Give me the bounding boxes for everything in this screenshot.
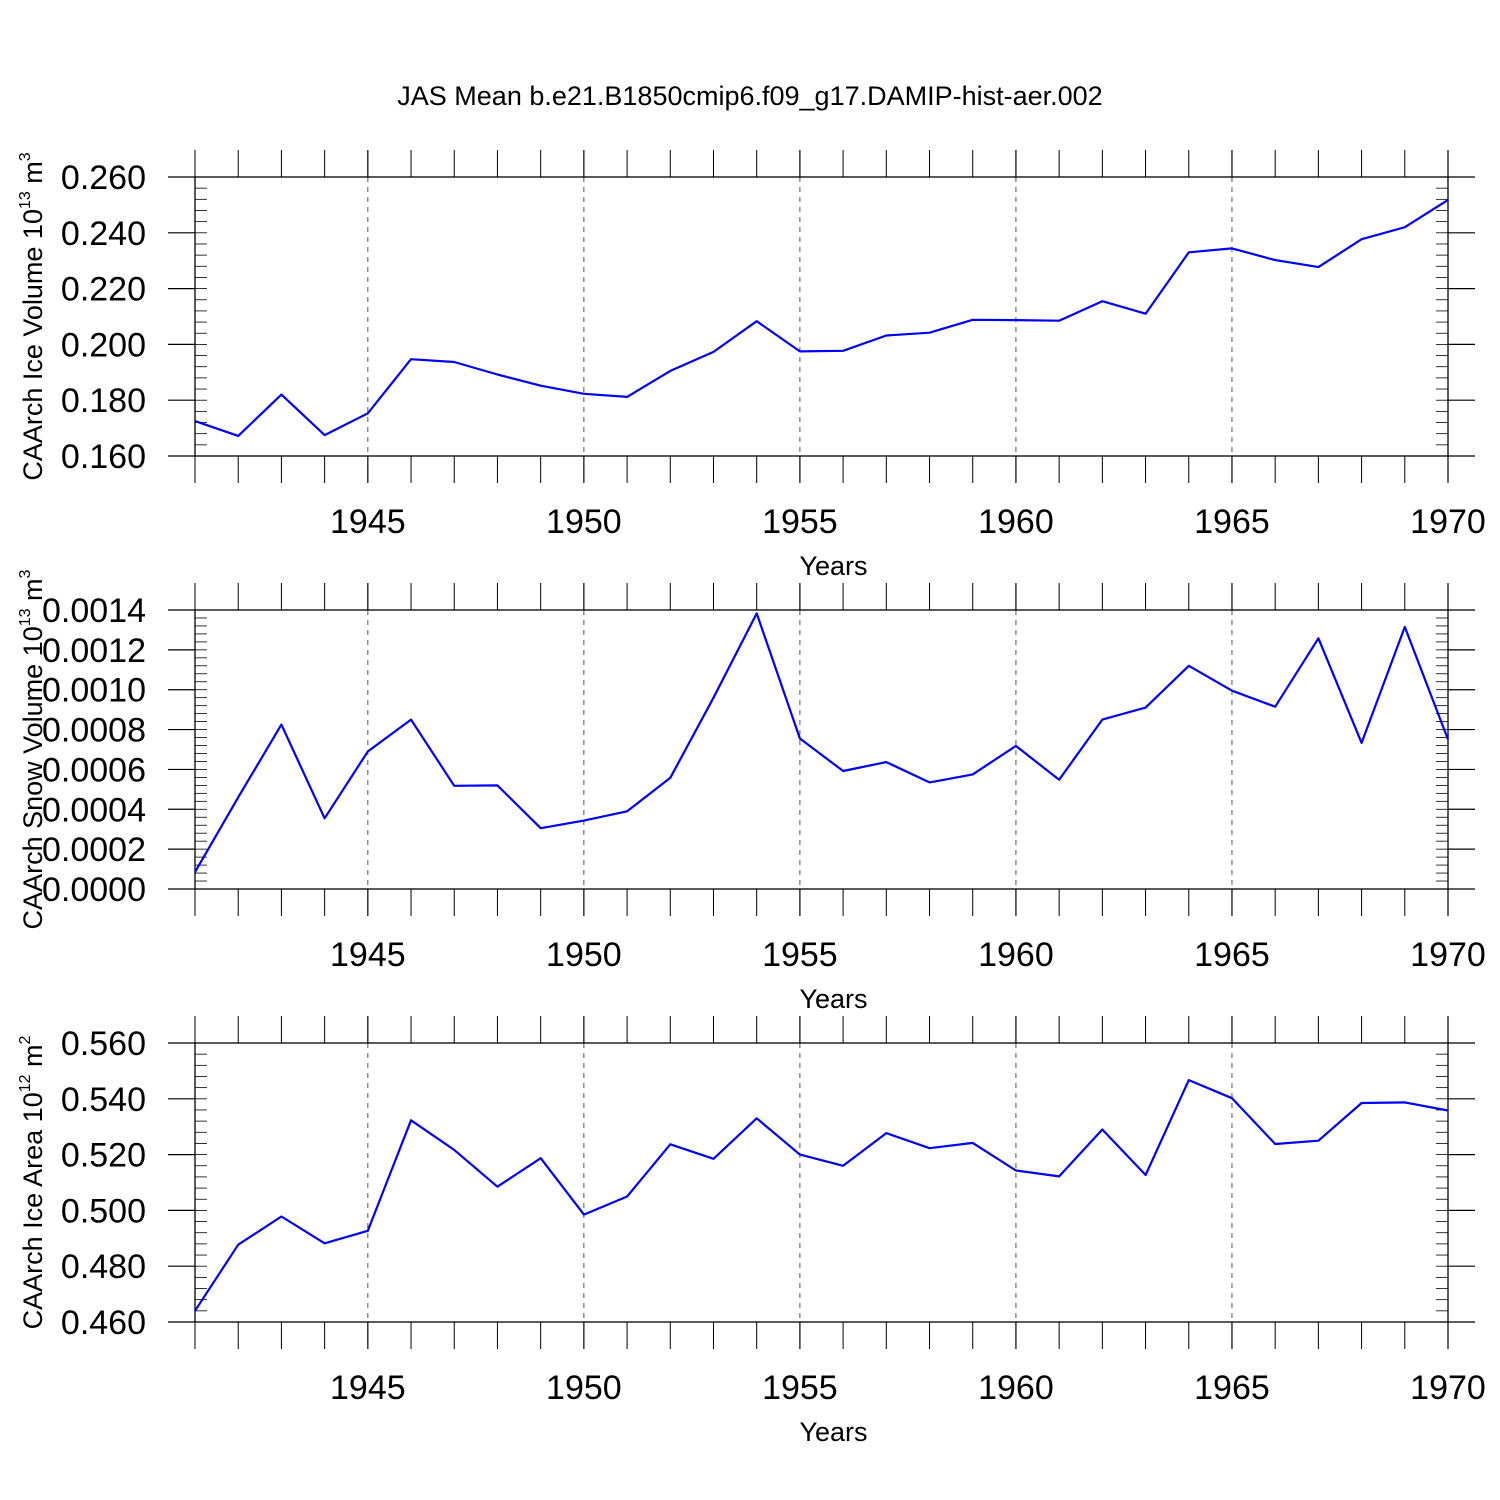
y-tick-label: 0.260: [61, 159, 146, 197]
x-tick-label: 1970: [1410, 503, 1486, 541]
y-tick-label: 0.0000: [42, 871, 146, 909]
y-tick-label: 0.0002: [42, 831, 146, 869]
y-tick-label: 0.500: [61, 1192, 146, 1230]
series-line: [194, 1078, 1449, 1312]
y-tick-label: 0.560: [61, 1025, 146, 1063]
x-tick-label: 1945: [330, 1369, 406, 1407]
y-axis-title: CAArch Ice Volume 1013 m3: [17, 152, 48, 480]
panel-2: 0.00000.00020.00040.00060.00080.00100.00…: [17, 569, 1486, 1014]
plot-frame: [194, 176, 1449, 457]
y-tick-label: 0.0012: [42, 632, 146, 670]
y-tick-label: 0.180: [61, 382, 146, 420]
x-axis-title: Years: [799, 984, 867, 1014]
x-tick-label: 1955: [762, 503, 838, 541]
plot-frame: [194, 609, 1449, 890]
x-tick-label: 1965: [1194, 503, 1270, 541]
y-tick-label: 0.0004: [42, 791, 146, 829]
y-tick-label: 0.480: [61, 1248, 146, 1286]
x-tick-label: 1960: [978, 1369, 1054, 1407]
x-tick-label: 1945: [330, 936, 406, 974]
y-tick-label: 0.220: [61, 271, 146, 309]
y-axis-title: CAArch Ice Area 1012 m2: [17, 1035, 48, 1329]
x-axis-title: Years: [799, 551, 867, 581]
x-tick-label: 1955: [762, 1369, 838, 1407]
y-tick-label: 0.0006: [42, 751, 146, 789]
y-tick-label: 0.540: [61, 1081, 146, 1119]
x-tick-label: 1945: [330, 503, 406, 541]
panel-3: 0.460 0.480 0.500 0.520 0.540 0.560 1945 1950 19…: [17, 1016, 1486, 1447]
y-tick-label: 0.0010: [42, 672, 146, 710]
plot-frame: [194, 1042, 1449, 1323]
y-axis-title: CAArch Snow Volume 1013 m3: [17, 569, 48, 929]
x-tick-label: 1970: [1410, 936, 1486, 974]
x-tick-label: 1965: [1194, 1369, 1270, 1407]
y-tick-label: 0.160: [61, 438, 146, 476]
panel-1: 0.160 0.180 0.200 0.220 0.240 0.260 1945 1950 19…: [17, 150, 1486, 581]
x-tick-label: 1960: [978, 936, 1054, 974]
y-tick-label: 0.520: [61, 1137, 146, 1175]
x-tick-label: 1950: [546, 1369, 622, 1407]
y-tick-label: 0.460: [61, 1304, 146, 1342]
chart-title: JAS Mean b.e21.B1850cmip6.f09_g17.DAMIP-…: [397, 81, 1102, 111]
x-tick-label: 1950: [546, 503, 622, 541]
y-tick-label: 0.0008: [42, 712, 146, 750]
x-tick-label: 1965: [1194, 936, 1270, 974]
x-tick-label: 1970: [1410, 1369, 1486, 1407]
x-tick-label: 1950: [546, 936, 622, 974]
y-tick-label: 0.240: [61, 215, 146, 253]
x-tick-label: 1955: [762, 936, 838, 974]
series-line: [194, 198, 1449, 437]
x-tick-label: 1960: [978, 503, 1054, 541]
y-tick-label: 0.200: [61, 326, 146, 364]
y-tick-label: 0.0014: [42, 592, 146, 630]
series-line: [194, 612, 1450, 873]
x-axis-title: Years: [799, 1417, 867, 1447]
